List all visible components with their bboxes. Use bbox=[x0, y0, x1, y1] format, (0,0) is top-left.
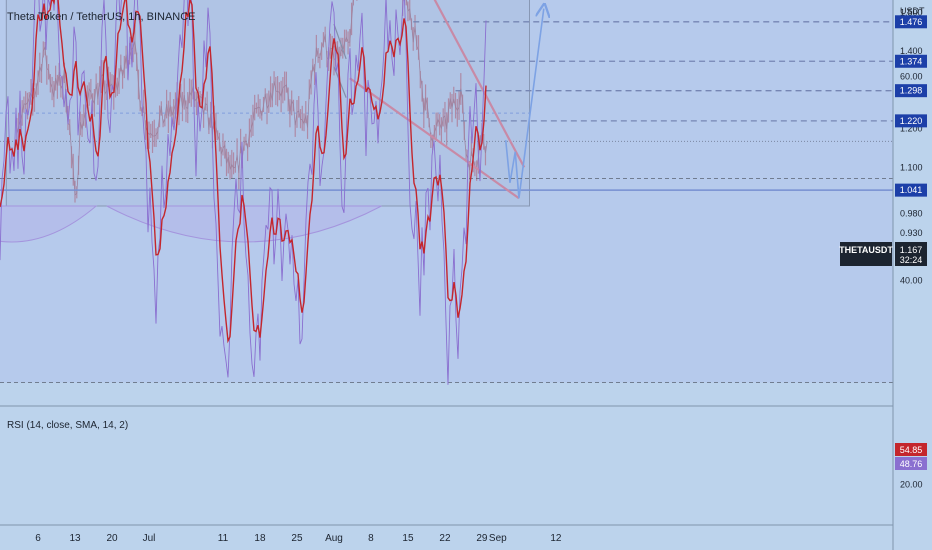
price-tick-label-7: 1.100 bbox=[900, 162, 923, 172]
rsi-tick-label-1: 60.00 bbox=[900, 72, 923, 82]
time-tick-label-1: 6 bbox=[35, 533, 41, 544]
price-tick-label-5: 1.400 bbox=[900, 46, 923, 56]
current-price-badge: THETAUSDT bbox=[839, 242, 893, 266]
currency-label: USDT bbox=[900, 6, 925, 16]
rsi-tick-label-3: 20.00 bbox=[900, 480, 923, 490]
level-tag-label-2: 1.476 bbox=[900, 17, 923, 27]
time-tick-label-5: 11 bbox=[218, 533, 229, 544]
time-tick-label-6: 18 bbox=[254, 533, 266, 544]
rsi-sma-tag: 48.76 bbox=[895, 457, 927, 470]
time-tick-label-4: Jul bbox=[143, 533, 156, 544]
rsi-axis[interactable]: 60.00 40.00 20.00 bbox=[900, 72, 923, 490]
time-tick-label-12: 29 bbox=[476, 533, 488, 544]
level-tag-label-3: 1.374 bbox=[900, 56, 923, 66]
time-tick-label-13: Sep bbox=[489, 533, 507, 544]
rsi-tick-label-2: 40.00 bbox=[900, 276, 923, 286]
level-tag-3 bbox=[895, 54, 927, 68]
countdown-value: 32:24 bbox=[900, 255, 923, 265]
rsi-pane[interactable] bbox=[0, 0, 893, 385]
current-symbol-label: THETAUSDT bbox=[839, 245, 893, 255]
current-price-value: 1.167 bbox=[900, 245, 923, 255]
current-price-tag: 1.167 32:24 bbox=[895, 242, 927, 266]
chart-title: Theta Token / TetherUS, 1h, BINANCE bbox=[7, 11, 196, 23]
rsi-sma-value: 48.76 bbox=[900, 459, 923, 469]
level-tag-label-4: 1.298 bbox=[900, 86, 923, 96]
time-tick-label-11: 22 bbox=[439, 533, 451, 544]
time-tick-label-9: 8 bbox=[368, 533, 374, 544]
time-axis[interactable]: 6 13 20 Jul 11 18 25 Aug 8 15 22 29 Sep 12 bbox=[35, 533, 562, 544]
time-tick-label-14: 12 bbox=[550, 533, 562, 544]
rsi-value: 54.85 bbox=[900, 445, 923, 455]
time-tick-label-2: 13 bbox=[69, 533, 81, 544]
rsi-title: RSI (14, close, SMA, 14, 2) bbox=[7, 420, 128, 431]
price-tick-label-6: 1.200 bbox=[900, 124, 923, 134]
level-tag-6 bbox=[895, 183, 927, 197]
level-tag-4 bbox=[895, 84, 927, 98]
price-tick-label-9: 0.930 bbox=[900, 228, 923, 238]
time-tick-label-8: Aug bbox=[325, 533, 343, 544]
time-tick-label-3: 20 bbox=[106, 533, 118, 544]
price-tick-label-4: 1.500 bbox=[900, 8, 923, 18]
level-tag-label-5: 1.220 bbox=[900, 116, 923, 126]
time-tick-label-7: 25 bbox=[291, 533, 303, 544]
level-tag-label-6: 1.041 bbox=[900, 185, 923, 195]
level-tag-2 bbox=[895, 15, 927, 29]
rsi-sma-line bbox=[0, 0, 487, 344]
rsi-value-tag: 54.85 bbox=[895, 443, 927, 456]
level-tag-5 bbox=[895, 114, 927, 128]
rsi-band-fill bbox=[0, 0, 893, 383]
time-tick-label-10: 15 bbox=[402, 533, 414, 544]
price-tick-label-8: 0.980 bbox=[900, 209, 923, 219]
